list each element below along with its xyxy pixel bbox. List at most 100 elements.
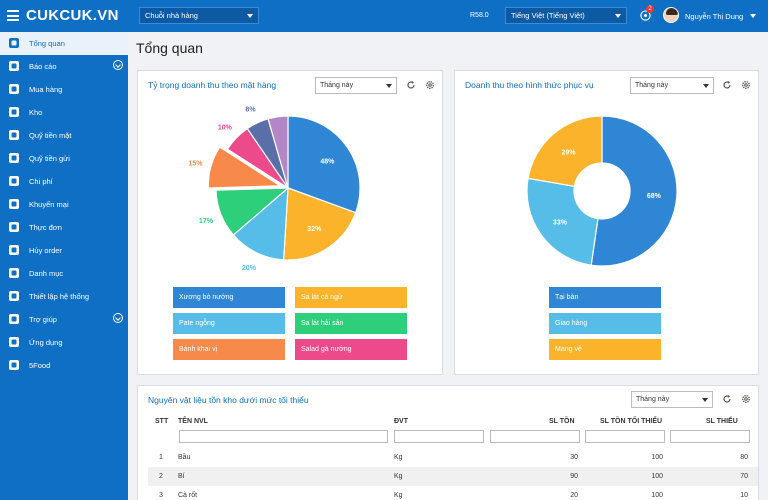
sidebar-item[interactable]: Mua hàng bbox=[0, 78, 128, 101]
card-title: Tỷ trọng doanh thu theo mặt hàng bbox=[148, 80, 277, 90]
legend-item[interactable]: Tại bàn bbox=[549, 287, 661, 308]
pie-slice[interactable] bbox=[207, 146, 283, 189]
refresh-icon[interactable] bbox=[722, 80, 732, 90]
pie-chart-icon bbox=[9, 61, 19, 71]
table-cell: Bầu bbox=[178, 454, 191, 461]
chevron-down-icon[interactable] bbox=[113, 60, 123, 70]
sidebar-item[interactable]: Chi phí bbox=[0, 170, 128, 193]
data-label: 48% bbox=[320, 158, 335, 165]
table-cell: 20 bbox=[570, 492, 578, 499]
settings-gear-icon[interactable] bbox=[741, 80, 751, 90]
chevron-down-icon bbox=[247, 14, 253, 18]
gear-icon bbox=[9, 291, 19, 301]
legend-item[interactable]: Sa lát hải sản bbox=[295, 313, 407, 334]
period-select[interactable]: Tháng này bbox=[630, 77, 714, 94]
period-select[interactable]: Tháng này bbox=[631, 391, 713, 408]
revenue-by-item-card: Tỷ trọng doanh thu theo mặt hàng Tháng n… bbox=[137, 70, 443, 375]
sidebar-item[interactable]: Quỹ tiền mặt bbox=[0, 124, 128, 147]
card-title: Nguyên vật liệu tồn kho dưới mức tối thi… bbox=[148, 395, 309, 405]
help-icon bbox=[9, 314, 19, 324]
language-select[interactable]: Tiếng Việt (Tiếng Việt) bbox=[505, 7, 627, 24]
sidebar-item-label: Khuyến mại bbox=[29, 200, 69, 209]
sidebar-item[interactable]: Khuyến mại bbox=[0, 193, 128, 216]
sidebar-item[interactable]: Tổng quan bbox=[0, 32, 128, 55]
settings-gear-icon[interactable] bbox=[425, 80, 435, 90]
revenue-by-service-donut-chart: 68% 33% 29% bbox=[526, 115, 678, 267]
column-header-min-stock: SL TỒN TỐI THIỂU bbox=[600, 418, 663, 425]
pie-slice[interactable] bbox=[283, 187, 357, 261]
pie-slice[interactable] bbox=[527, 115, 603, 187]
sidebar-item[interactable]: Thiết lập hệ thống bbox=[0, 285, 128, 308]
page-title: Tổng quan bbox=[136, 40, 203, 56]
chain-select[interactable]: Chuỗi nhà hàng bbox=[139, 7, 259, 24]
pie-slice[interactable] bbox=[232, 186, 289, 261]
sidebar-item-label: Danh mục bbox=[29, 269, 64, 278]
table-cell: 3 bbox=[159, 492, 163, 499]
pie-slice[interactable] bbox=[267, 115, 289, 189]
settings-gear-icon[interactable] bbox=[741, 394, 751, 404]
user-name[interactable]: Nguyễn Thị Dung bbox=[685, 12, 744, 21]
filter-name-input[interactable] bbox=[179, 430, 388, 443]
sidebar-item[interactable]: Hủy order bbox=[0, 239, 128, 262]
legend-item[interactable]: Bánh khai vị bbox=[173, 339, 285, 360]
pie-slice[interactable] bbox=[287, 115, 361, 214]
dollar-icon bbox=[9, 130, 19, 140]
sidebar-item[interactable]: Thực đơn bbox=[0, 216, 128, 239]
dashboard-icon bbox=[9, 38, 19, 48]
table-cell: Cà rốt bbox=[178, 492, 198, 499]
sidebar-item[interactable]: Trợ giúp bbox=[0, 308, 128, 331]
sidebar-item[interactable]: 5Food bbox=[0, 354, 128, 377]
bell-icon[interactable] bbox=[640, 10, 651, 21]
table-row[interactable]: 1 Bầu Kg 30 100 80 bbox=[148, 448, 758, 467]
data-label: 8% bbox=[245, 106, 256, 113]
data-label: 17% bbox=[199, 218, 214, 225]
filter-shortage-input[interactable] bbox=[670, 430, 750, 443]
filter-min-stock-input[interactable] bbox=[585, 430, 665, 443]
refresh-icon[interactable] bbox=[722, 394, 732, 404]
filter-stock-input[interactable] bbox=[490, 430, 580, 443]
filter-unit-input[interactable] bbox=[394, 430, 484, 443]
sidebar-item[interactable]: Danh mục bbox=[0, 262, 128, 285]
sidebar-item[interactable]: Báo cáo bbox=[0, 55, 128, 78]
table-cell: 100 bbox=[651, 454, 663, 461]
legend-item[interactable]: Salad gà nướng bbox=[295, 339, 407, 360]
table-cell: 90 bbox=[570, 473, 578, 480]
pie-slice[interactable] bbox=[590, 115, 678, 267]
sidebar-item-label: Mua hàng bbox=[29, 85, 63, 94]
sidebar-item-label: Quỹ tiền mặt bbox=[29, 131, 72, 140]
cancel-order-icon bbox=[9, 245, 19, 255]
chevron-down-icon bbox=[703, 84, 709, 88]
table-row[interactable]: 3 Cà rốt Kg 20 100 10 bbox=[148, 486, 758, 500]
inventory-below-minimum-card: Nguyên vật liệu tồn kho dưới mức tối thi… bbox=[137, 385, 759, 500]
hamburger-menu-icon[interactable] bbox=[7, 10, 19, 21]
data-label: 32% bbox=[307, 226, 322, 233]
legend-item[interactable]: Sa lát cá ngừ bbox=[295, 287, 407, 308]
sidebar-item-label: Chi phí bbox=[29, 177, 53, 186]
sidebar-item[interactable]: Kho bbox=[0, 101, 128, 124]
pie-slice[interactable] bbox=[215, 187, 290, 236]
table-row[interactable]: 2 Bí Kg 90 100 70 bbox=[148, 467, 758, 486]
sidebar-item[interactable]: Ứng dụng bbox=[0, 331, 128, 354]
legend-item[interactable]: Mang về bbox=[549, 339, 661, 360]
bank-icon bbox=[9, 153, 19, 163]
table-cell: 2 bbox=[159, 473, 163, 480]
revenue-by-service-card: Doanh thu theo hình thức phục vụ Tháng n… bbox=[454, 70, 759, 375]
main-content: Tổng quan Tỷ trọng doanh thu theo mặt hà… bbox=[128, 32, 768, 500]
chevron-down-icon[interactable] bbox=[113, 313, 123, 323]
user-menu-chevron-icon[interactable] bbox=[750, 14, 756, 18]
period-select[interactable]: Tháng này bbox=[315, 77, 397, 94]
card-title: Doanh thu theo hình thức phục vụ bbox=[465, 80, 594, 90]
avatar[interactable] bbox=[663, 7, 679, 23]
sidebar-item[interactable]: Quỹ tiền gửi bbox=[0, 147, 128, 170]
data-label: 15% bbox=[188, 160, 203, 167]
app-logo[interactable]: CUKCUK.VN bbox=[26, 7, 119, 24]
legend-item[interactable]: Pate ngỗng bbox=[173, 313, 285, 334]
legend-item[interactable]: Giao hàng bbox=[549, 313, 661, 334]
table-cell: 10 bbox=[740, 492, 748, 499]
data-label: 68% bbox=[647, 193, 662, 200]
table-cell: 100 bbox=[651, 473, 663, 480]
notification-badge: 2 bbox=[646, 5, 654, 13]
pie-slice[interactable] bbox=[526, 177, 599, 266]
legend-item[interactable]: Xương bò nướng bbox=[173, 287, 285, 308]
refresh-icon[interactable] bbox=[406, 80, 416, 90]
